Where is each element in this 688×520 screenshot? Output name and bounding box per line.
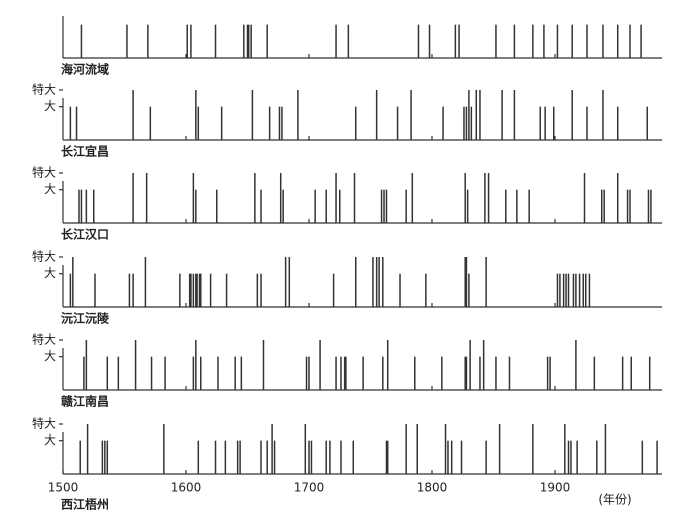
y-tick-label: 特大 [32,249,56,264]
y-tick-label: 特大 [32,82,56,97]
x-tick-label: 1900 [540,481,571,495]
panel-title: 沅江沅陵 [61,311,110,326]
y-tick-label: 大 [44,266,56,280]
y-tick-label: 大 [44,433,56,447]
y-tick-label: 大 [44,349,56,363]
x-axis-label: (年份) [598,493,631,507]
panel-title: 赣江南昌 [61,394,109,409]
panel-title: 海河流域 [61,62,109,77]
panel-title: 长江宜昌 [61,144,109,159]
y-tick-label: 特大 [32,332,56,347]
y-tick-label: 特大 [32,165,56,180]
x-tick-label: 1800 [417,481,448,495]
x-tick-label: 1700 [294,481,325,495]
x-tick-label: 1500 [48,481,79,495]
panel-title: 长江汉口 [61,227,109,242]
x-tick-label: 1600 [171,481,202,495]
y-tick-label: 大 [44,182,56,196]
y-tick-label: 大 [44,99,56,113]
y-tick-label: 特大 [32,416,56,431]
panel-title: 西江梧州 [61,497,109,512]
